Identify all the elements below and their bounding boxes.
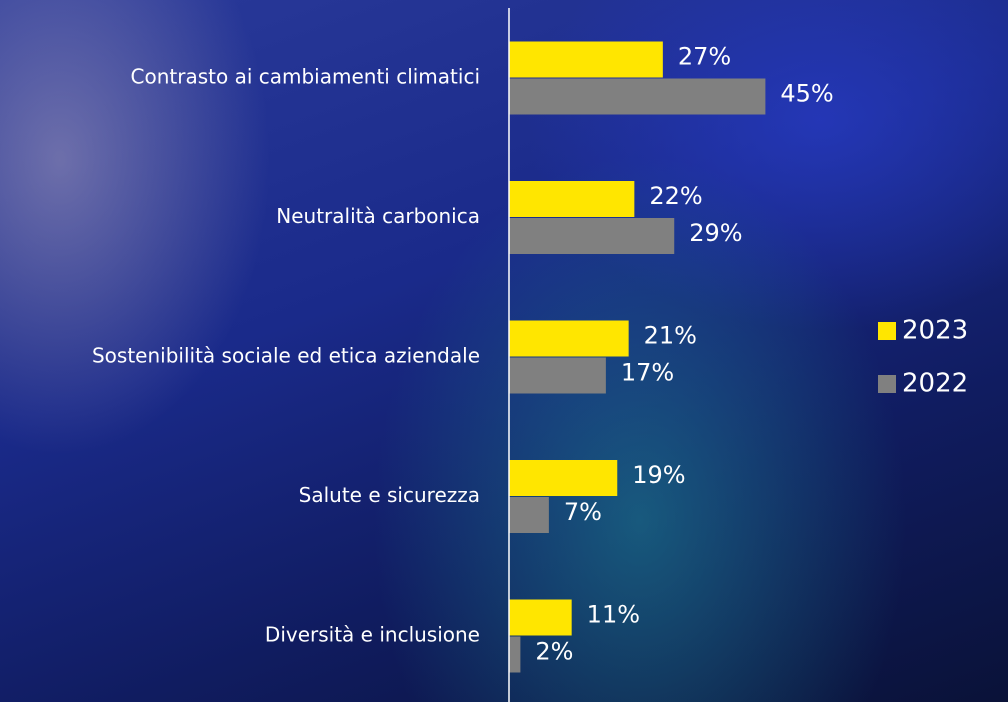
bar — [509, 320, 629, 357]
value-label: 2% — [535, 638, 573, 666]
value-label: 45% — [780, 80, 833, 108]
category-label: Sostenibilità sociale ed etica aziendale — [92, 344, 480, 368]
bar — [509, 78, 766, 115]
value-label: 29% — [689, 219, 742, 247]
category-label: Contrasto ai cambiamenti climatici — [131, 65, 480, 89]
bar — [509, 460, 618, 496]
category-label: Neutralità carbonica — [276, 204, 480, 228]
legend-label: 2023 — [902, 316, 968, 346]
value-label: 17% — [621, 359, 674, 387]
value-label: 7% — [564, 498, 602, 526]
legend-swatch — [878, 375, 896, 393]
value-label: 11% — [587, 601, 640, 629]
bar — [509, 357, 606, 394]
bar — [509, 497, 549, 533]
category-label: Salute e sicurezza — [299, 483, 480, 507]
bar — [509, 636, 521, 673]
bar — [509, 218, 675, 254]
bar — [509, 41, 663, 78]
value-label: 19% — [632, 461, 685, 489]
legend-label: 2022 — [902, 369, 968, 399]
value-label: 22% — [649, 182, 702, 210]
value-label: 27% — [678, 43, 731, 71]
value-label: 21% — [644, 322, 697, 350]
legend-swatch — [878, 322, 896, 340]
bar — [509, 181, 635, 217]
bar — [509, 599, 572, 636]
category-label: Diversità e inclusione — [265, 623, 480, 647]
